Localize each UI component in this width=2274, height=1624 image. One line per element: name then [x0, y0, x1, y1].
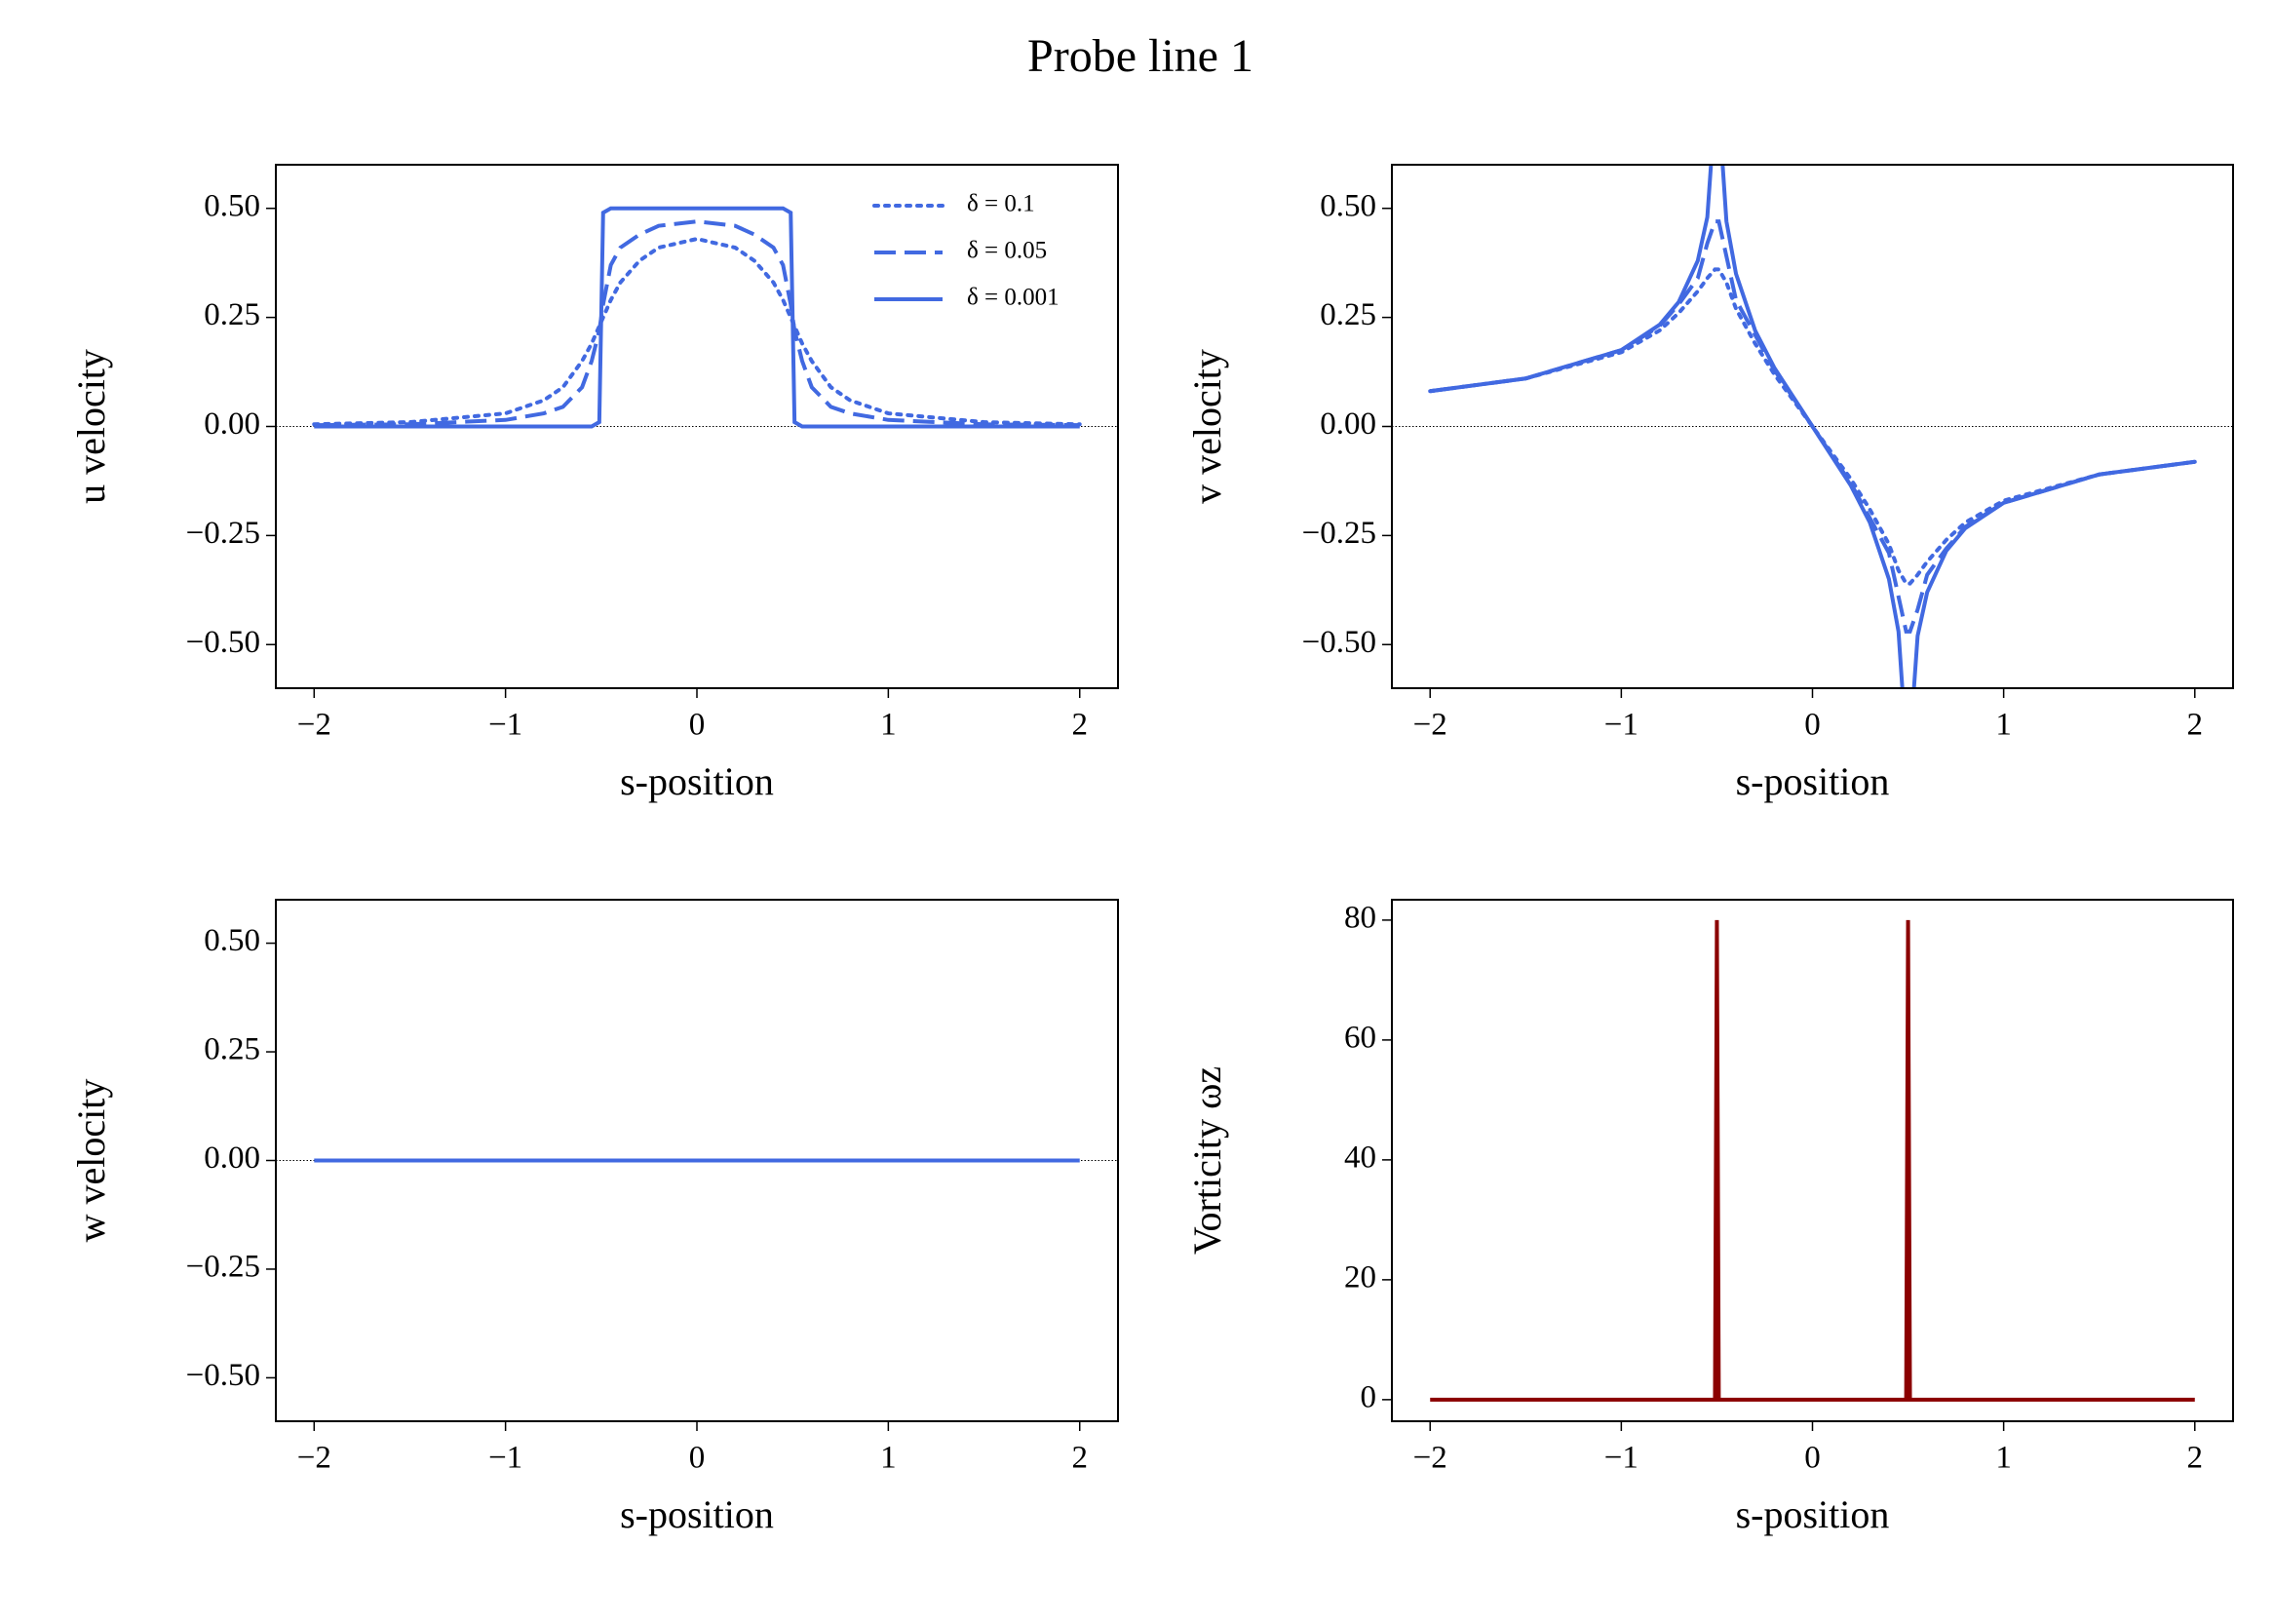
- x-tick-label: 1: [1995, 1441, 2012, 1476]
- x-tick-label: −2: [1413, 1441, 1447, 1476]
- y-axis-label: Vorticity ωz: [1185, 1066, 1229, 1255]
- y-tick-label: −0.50: [1302, 625, 1376, 660]
- y-axis-label: u velocity: [69, 349, 113, 504]
- y-tick-label: 0.25: [1320, 297, 1376, 332]
- y-tick-label: 20: [1344, 1259, 1376, 1295]
- axes-frame: [1391, 899, 2234, 1422]
- x-tick-label: 2: [2187, 1441, 2204, 1476]
- subplot: −2 −1 0 1 2 −0.50 −0.25 0.00 0.25 0.50 s-position v…: [1185, 164, 2234, 803]
- legend-label: δ = 0.05: [967, 238, 1047, 264]
- x-tick-label: −2: [297, 708, 331, 743]
- x-tick-label: 0: [689, 1441, 706, 1476]
- line-series: [312, 237, 1082, 427]
- legend-label: δ = 0.1: [967, 191, 1035, 217]
- y-tick-label: 0.25: [204, 297, 260, 332]
- x-tick-label: 1: [880, 1441, 897, 1476]
- y-tick-label: 0.50: [1320, 188, 1376, 223]
- y-tick-label: 60: [1344, 1020, 1376, 1055]
- x-tick-label: 2: [1071, 1441, 1088, 1476]
- x-axis-label: s-position: [1736, 1492, 1890, 1536]
- x-axis-label: s-position: [620, 759, 774, 803]
- x-axis-label: s-position: [1736, 759, 1890, 803]
- y-tick-label: 0.00: [204, 406, 260, 442]
- x-tick-label: 0: [689, 708, 706, 743]
- x-tick-label: −1: [1604, 708, 1638, 743]
- x-tick-label: 2: [1071, 708, 1088, 743]
- x-axis-label: s-position: [620, 1492, 774, 1536]
- x-tick-label: −2: [297, 1441, 331, 1476]
- x-tick-label: 0: [1804, 708, 1821, 743]
- y-tick-label: −0.25: [186, 516, 260, 551]
- y-tick-label: 0.50: [204, 188, 260, 223]
- line-series: [1430, 919, 2195, 1402]
- x-tick-label: 1: [880, 708, 897, 743]
- axes-frame: [275, 164, 1119, 689]
- line-series: [314, 219, 1080, 428]
- line-series: [1429, 165, 2196, 688]
- x-tick-label: −1: [1604, 1441, 1638, 1476]
- axes-frame: [275, 899, 1119, 1422]
- y-tick-label: 0.00: [1320, 406, 1376, 442]
- y-tick-label: 0: [1361, 1379, 1377, 1414]
- subplot: −2 −1 0 1 2 −0.50 −0.25 0.00 0.25 0.50 s-position w…: [69, 899, 1119, 1536]
- x-tick-label: 1: [1995, 708, 2012, 743]
- y-tick-label: −0.50: [186, 1358, 260, 1393]
- y-tick-label: 0.50: [204, 923, 260, 958]
- y-tick-label: −0.50: [186, 625, 260, 660]
- x-tick-label: −1: [488, 708, 522, 743]
- y-tick-label: 0.00: [204, 1141, 260, 1176]
- line-series: [314, 206, 1080, 429]
- y-axis-label: v velocity: [1185, 349, 1229, 504]
- x-tick-label: −2: [1413, 708, 1447, 743]
- legend-label: δ = 0.001: [967, 285, 1060, 311]
- axes-frame: [1391, 164, 2234, 689]
- figure-title: Probe line 1: [1027, 30, 1253, 82]
- y-tick-label: 0.25: [204, 1032, 260, 1067]
- y-tick-label: 40: [1344, 1140, 1376, 1175]
- y-tick-label: −0.25: [1302, 516, 1376, 551]
- y-tick-label: −0.25: [186, 1250, 260, 1285]
- x-tick-label: −1: [488, 1441, 522, 1476]
- y-axis-label: w velocity: [69, 1079, 113, 1243]
- x-tick-label: 2: [2187, 708, 2204, 743]
- subplot: −2 −1 0 1 2 −0.50 −0.25 0.00 0.25 0.50 s-position u…: [69, 164, 1119, 803]
- x-tick-label: 0: [1804, 1441, 1821, 1476]
- y-tick-label: 80: [1344, 900, 1376, 935]
